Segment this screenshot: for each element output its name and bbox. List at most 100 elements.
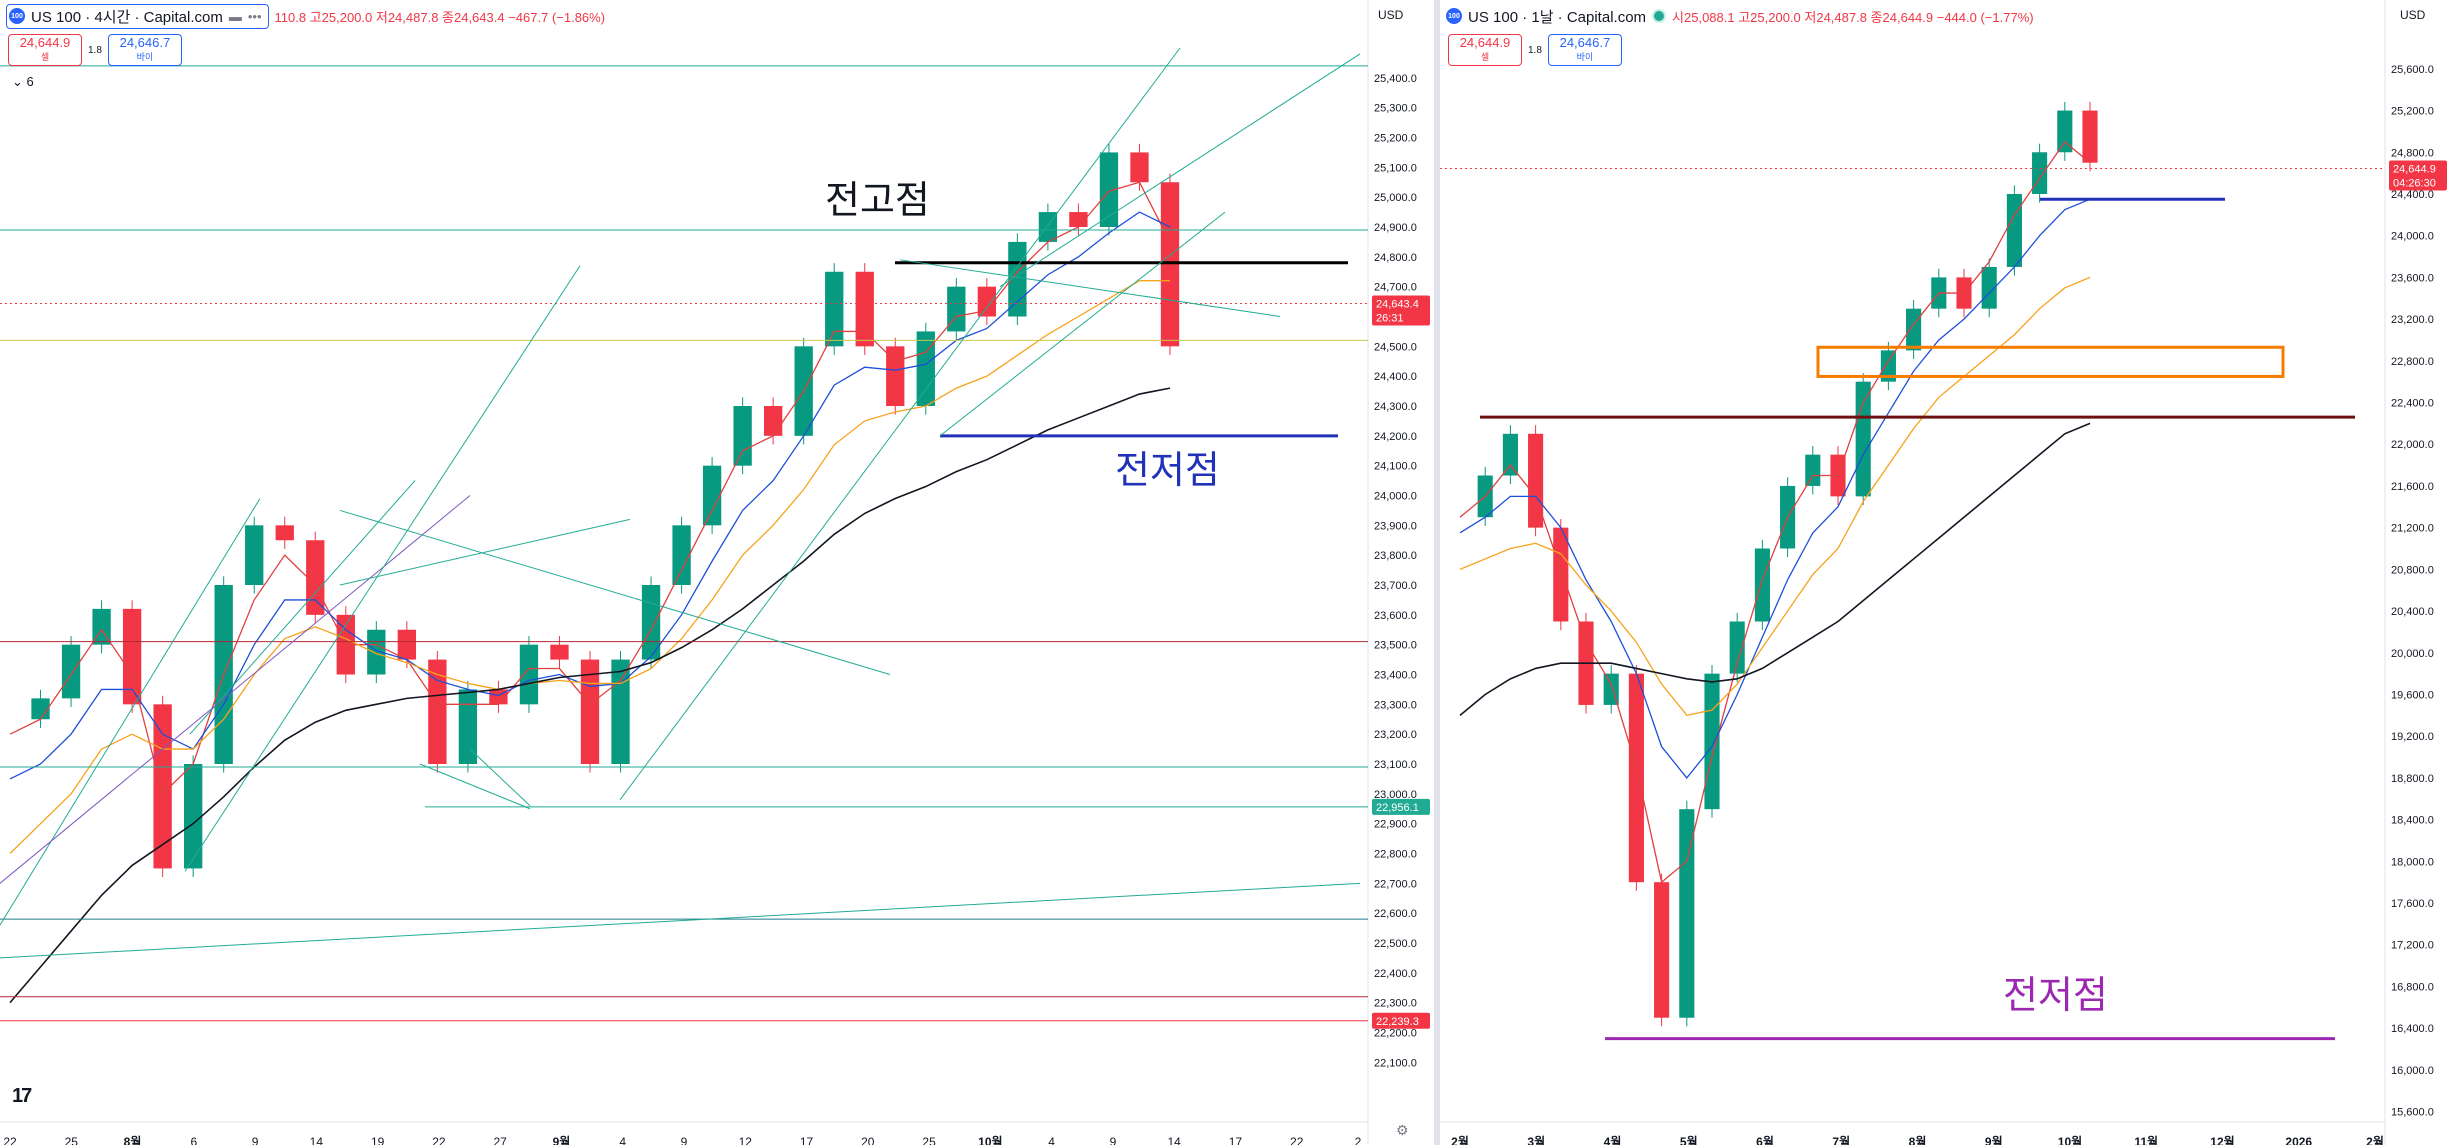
y-tick-label: 18,400.0: [2391, 815, 2434, 827]
candle-body: [886, 346, 905, 406]
candle-body: [702, 465, 722, 526]
currency-selector[interactable]: USD: [2400, 8, 2425, 22]
y-tick-label: 23,900.0: [1374, 520, 1417, 532]
price-chart-4h[interactable]: 25,400.0 25,300.0 25,200.0 25,100.0 25,000.0…: [0, 0, 1434, 1145]
trendline: [0, 498, 261, 926]
tradingview-logo[interactable]: 17: [12, 1085, 32, 1108]
y-tick-label: 23,200.0: [2391, 314, 2434, 326]
x-tick-label: 14: [310, 1135, 324, 1145]
y-tick-label: 23,800.0: [1374, 550, 1417, 562]
candle-body: [1502, 433, 1518, 476]
trendline: [619, 47, 1181, 801]
candle-body: [1704, 673, 1720, 810]
y-tick-label: 25,300.0: [1374, 103, 1417, 115]
candle-body: [2032, 152, 2048, 194]
y-tick-label: 22,800.0: [1374, 849, 1417, 861]
y-tick-label: 22,000.0: [2391, 439, 2434, 451]
x-tick-label: 20: [861, 1135, 875, 1145]
candle-body: [916, 331, 935, 406]
candle-body: [977, 286, 996, 317]
spread-value: 1.8: [88, 44, 102, 56]
chevron-down-icon: ⌄: [12, 74, 23, 89]
more-icon[interactable]: •••: [247, 8, 262, 24]
y-tick-label: 25,100.0: [1374, 162, 1417, 174]
currency-label: USD: [1378, 8, 1404, 22]
y-tick-label: 20,400.0: [2391, 606, 2434, 618]
y-tick-label: 22,300.0: [1374, 998, 1417, 1010]
x-tick-label: 14: [1168, 1135, 1182, 1145]
y-tick-label: 24,100.0: [1374, 461, 1417, 473]
candle-body: [306, 540, 325, 615]
x-tick-label: 9: [681, 1135, 688, 1145]
y-tick-label: 25,600.0: [2391, 64, 2434, 76]
y-tick-label: 24,000.0: [1374, 491, 1417, 503]
trendline: [189, 480, 416, 735]
y-tick-label: 22,500.0: [1374, 938, 1417, 950]
y-tick-label: 23,300.0: [1374, 699, 1417, 711]
buy-button[interactable]: 24,646.7 바이: [1547, 34, 1622, 66]
y-tick-label: 16,400.0: [2391, 1023, 2434, 1035]
x-tick-label: 22: [1290, 1135, 1304, 1145]
y-tick-label: 19,200.0: [2391, 731, 2434, 743]
x-tick-label: 9: [1110, 1135, 1117, 1145]
price-chart-1d[interactable]: 25,600.0 25,200.0 24,800.0 24,400.0 24,000.0…: [1440, 0, 2455, 1145]
sell-price: 24,644.9: [19, 35, 71, 50]
annotation-prior-low: 전저점: [2003, 973, 2108, 1017]
indicators-toggle[interactable]: ⌄ 6: [12, 74, 34, 90]
trendline: [184, 265, 581, 872]
y-tick-label: 18,800.0: [2391, 773, 2434, 785]
spread-value: 1.8: [1528, 44, 1542, 56]
moving-average-line: [9, 387, 1171, 1004]
price-badge-countdown: 04:26:30: [2393, 177, 2436, 189]
candle-body: [733, 406, 752, 466]
trade-buttons: 24,644.9 셀 1.8 24,646.7 바이: [8, 34, 182, 66]
x-tick-label: 3월: [1527, 1134, 1545, 1145]
x-tick-label: 12월: [2210, 1134, 2234, 1145]
chart-header: 100 US 100 · 1날 · Capital.com 시25,088.1 …: [1446, 4, 2034, 28]
x-tick-label: 2026: [2285, 1135, 2312, 1145]
y-tick-label: 22,400.0: [1374, 968, 1417, 980]
trendline: [939, 211, 1226, 437]
price-badge: [1372, 1012, 1430, 1029]
chart-panel-4h[interactable]: 25,400.0 25,300.0 25,200.0 25,100.0 25,000.0…: [0, 0, 1434, 1145]
moving-average-line: [9, 280, 1170, 854]
price-badge-text: 22,239.3: [1376, 1016, 1419, 1028]
candle-body: [1553, 527, 1569, 622]
symbol-title[interactable]: US 100 · 1날 · Capital.com: [1468, 8, 1647, 26]
buy-button[interactable]: 24,646.7 바이: [107, 34, 182, 66]
candle-body: [275, 525, 294, 541]
y-tick-label: 17,600.0: [2391, 898, 2434, 910]
buy-label: 바이: [136, 52, 154, 62]
x-tick-label: 19: [371, 1135, 385, 1145]
y-tick-label: 16,000.0: [2391, 1065, 2434, 1077]
price-badge: [2389, 160, 2447, 191]
x-tick-label: 6월: [1756, 1134, 1774, 1145]
x-tick-label: 22: [3, 1135, 17, 1145]
sell-button[interactable]: 24,644.9 셀: [1448, 34, 1522, 66]
candle-body: [1528, 433, 1544, 528]
y-tick-label: 24,800.0: [2391, 147, 2434, 159]
y-tick-label: 22,100.0: [1374, 1057, 1417, 1069]
flag-icon[interactable]: ▬: [228, 8, 242, 24]
tradingview-logo-text: 17: [12, 1085, 32, 1107]
candle-body: [764, 406, 783, 436]
x-tick-label: 9: [252, 1135, 259, 1145]
x-tick-label: 22: [432, 1135, 446, 1145]
candle-body: [1099, 152, 1119, 227]
y-tick-label: 22,900.0: [1374, 819, 1417, 831]
x-tick-label: 25: [922, 1135, 936, 1145]
candle-body: [611, 659, 630, 764]
sell-button[interactable]: 24,644.9 셀: [8, 34, 82, 66]
price-badge-text: 24,643.4: [1376, 299, 1419, 311]
currency-selector[interactable]: USD: [1378, 8, 1403, 22]
y-tick-label: 24,400.0: [1374, 371, 1417, 383]
symbol-selector[interactable]: 100 US 100 · 4시간 · Capital.com ▬ •••: [6, 3, 269, 29]
chart-panel-1d[interactable]: 25,600.0 25,200.0 24,800.0 24,400.0 24,000.0…: [1440, 0, 2455, 1145]
y-tick-label: 23,600.0: [2391, 272, 2434, 284]
y-tick-label: 24,300.0: [1374, 401, 1417, 413]
panel-divider[interactable]: [1434, 0, 1440, 1145]
candle-body: [519, 644, 539, 705]
candle-body: [458, 689, 478, 764]
candle-body: [2082, 110, 2098, 163]
gear-icon[interactable]: ⚙: [1396, 1122, 1409, 1138]
